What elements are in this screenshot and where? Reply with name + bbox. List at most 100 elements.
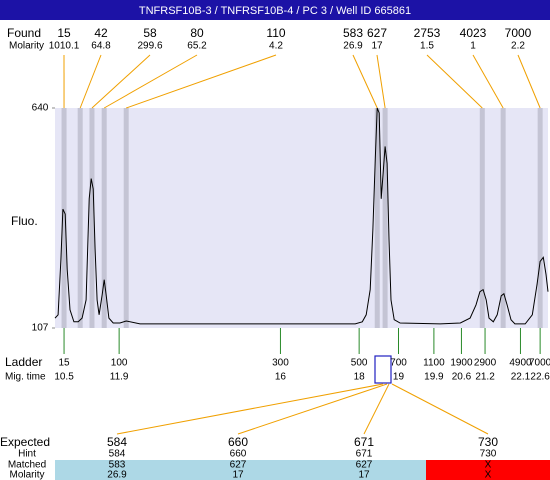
mig-time-label: Mig. time bbox=[5, 372, 46, 383]
matched-size: 627 bbox=[230, 460, 247, 471]
peak-connector bbox=[517, 54, 541, 109]
found-molarity: 299.6 bbox=[137, 41, 162, 52]
peak-band bbox=[77, 108, 83, 328]
matched-size: 627 bbox=[356, 460, 373, 471]
molarity-row-label: Molarity bbox=[9, 470, 44, 480]
peak-connector bbox=[79, 54, 102, 109]
found-molarity: 65.2 bbox=[187, 41, 207, 52]
matched-molarity: 17 bbox=[232, 470, 244, 480]
ladder-size: 300 bbox=[272, 358, 289, 369]
peak-connector bbox=[472, 54, 504, 109]
ladder-size: 700 bbox=[390, 358, 407, 369]
found-size: 583 bbox=[343, 26, 363, 40]
ladder-time: 19.9 bbox=[424, 372, 444, 383]
ladder-size: 100 bbox=[111, 358, 128, 369]
found-molarity: 1010.1 bbox=[49, 41, 80, 52]
found-size: 4023 bbox=[460, 26, 487, 40]
ladder-size: 1900 bbox=[450, 358, 473, 369]
found-size: 627 bbox=[367, 26, 387, 40]
hint-label: Hint bbox=[18, 449, 36, 460]
matched-molarity: X bbox=[485, 470, 492, 480]
ladder-time: 10.5 bbox=[54, 372, 74, 383]
found-molarity: 2.2 bbox=[511, 41, 525, 52]
expected-size: 671 bbox=[354, 435, 374, 449]
ladder-time: 16 bbox=[275, 372, 287, 383]
peak-band bbox=[500, 108, 506, 328]
found-size: 42 bbox=[94, 26, 108, 40]
peak-band bbox=[89, 108, 95, 328]
found-molarity: 1 bbox=[470, 41, 476, 52]
ladder-size: 15 bbox=[58, 358, 70, 369]
expected-size: 730 bbox=[478, 435, 498, 449]
molarity-label: Molarity bbox=[9, 41, 44, 52]
peak-connector bbox=[352, 54, 378, 109]
peak-connector bbox=[103, 54, 198, 109]
found-size: 110 bbox=[266, 26, 285, 40]
expected-connector bbox=[116, 383, 384, 435]
match-cell bbox=[426, 460, 550, 480]
peak-band bbox=[537, 108, 543, 328]
matched-label: Matched bbox=[8, 460, 46, 471]
found-size: 15 bbox=[57, 26, 71, 40]
title: TNFRSF10B-3 / TNFRSF10B-4 / PC 3 / Well … bbox=[139, 5, 411, 17]
match-cell bbox=[55, 460, 178, 480]
expected-connector bbox=[363, 383, 390, 435]
ladder-time: 11.9 bbox=[110, 372, 129, 383]
expected-connector bbox=[391, 383, 489, 435]
ladder-size: 7000 bbox=[529, 358, 550, 369]
found-size: 80 bbox=[190, 26, 204, 40]
peak-band bbox=[479, 108, 485, 328]
peak-band bbox=[123, 108, 129, 328]
found-size: 2753 bbox=[414, 26, 441, 40]
found-molarity: 64.8 bbox=[91, 41, 111, 52]
ladder-size: 1100 bbox=[423, 358, 445, 369]
ladder-size: 2900 bbox=[474, 358, 497, 369]
ladder-size: 4900 bbox=[509, 358, 532, 369]
peak-band bbox=[101, 108, 107, 328]
peak-connector bbox=[376, 54, 386, 109]
expected-label: Expected bbox=[0, 435, 50, 449]
hint-size: 730 bbox=[480, 449, 497, 460]
found-size: 7000 bbox=[505, 26, 532, 40]
found-label: Found bbox=[7, 26, 41, 40]
hint-size: 660 bbox=[230, 449, 247, 460]
found-molarity: 1.5 bbox=[420, 41, 434, 52]
peak-connector bbox=[426, 54, 483, 109]
match-cell bbox=[177, 460, 302, 480]
ladder-time: 22.6 bbox=[530, 372, 550, 383]
peak-band bbox=[61, 108, 67, 328]
match-cell bbox=[301, 460, 427, 480]
matched-size: X bbox=[485, 460, 492, 471]
hint-size: 671 bbox=[356, 449, 373, 460]
y-tick-label: 640 bbox=[32, 103, 49, 114]
peak-band bbox=[382, 108, 388, 328]
title-bar bbox=[0, 0, 550, 20]
ladder-time: 20.6 bbox=[452, 372, 472, 383]
plot-area bbox=[55, 108, 548, 328]
found-molarity: 17 bbox=[371, 41, 383, 52]
found-molarity: 26.9 bbox=[343, 41, 363, 52]
matched-size: 583 bbox=[109, 460, 126, 471]
ladder-label: Ladder bbox=[5, 355, 42, 369]
expected-connector bbox=[237, 383, 388, 435]
found-molarity: 4.2 bbox=[269, 41, 283, 52]
peak-connector bbox=[126, 54, 277, 109]
found-size: 58 bbox=[143, 26, 157, 40]
ladder-time: 19 bbox=[393, 372, 405, 383]
expected-size: 584 bbox=[107, 435, 127, 449]
matched-molarity: 17 bbox=[358, 470, 370, 480]
ladder-size: 500 bbox=[351, 358, 368, 369]
trace bbox=[54, 107, 549, 325]
ladder-time: 21.2 bbox=[475, 372, 495, 383]
peak-band bbox=[374, 108, 380, 328]
ladder-time: 18 bbox=[354, 372, 366, 383]
expected-size: 660 bbox=[228, 435, 248, 449]
hint-size: 584 bbox=[109, 449, 126, 460]
matched-molarity: 26.9 bbox=[107, 470, 127, 480]
expected-window bbox=[374, 355, 392, 384]
ladder-time: 22.1 bbox=[511, 372, 531, 383]
peak-connector bbox=[91, 54, 151, 109]
y-axis-label: Fluo. bbox=[11, 214, 38, 228]
y-tick-label: 107 bbox=[32, 323, 49, 334]
